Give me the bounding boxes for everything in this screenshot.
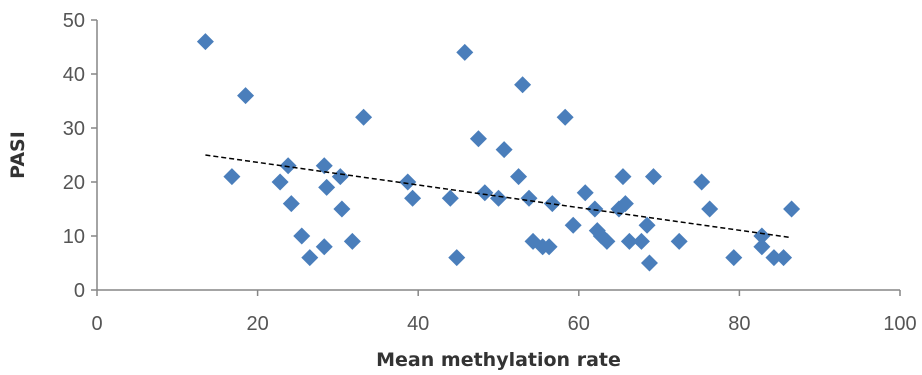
data-point: [614, 168, 632, 186]
data-point: [620, 232, 638, 250]
data-point: [223, 168, 241, 186]
data-point: [638, 216, 656, 234]
data-point: [343, 232, 361, 250]
data-points: [196, 33, 801, 272]
x-tick-label: 100: [883, 313, 916, 335]
y-tick-label: 30: [63, 118, 85, 140]
data-point: [456, 43, 474, 61]
data-point: [331, 168, 349, 186]
data-point: [543, 195, 561, 213]
data-point: [701, 200, 719, 218]
data-point: [616, 195, 634, 213]
data-point: [301, 249, 319, 267]
y-tick-label: 0: [74, 280, 85, 302]
data-point: [196, 33, 214, 51]
data-point: [510, 168, 528, 186]
data-point: [448, 249, 466, 267]
y-tick-label: 50: [63, 10, 85, 32]
data-point: [598, 232, 616, 250]
data-point: [404, 189, 422, 207]
data-point: [640, 254, 658, 272]
data-point: [315, 238, 333, 256]
data-point: [315, 157, 333, 175]
data-point: [632, 232, 650, 250]
data-point: [783, 200, 801, 218]
data-point: [725, 249, 743, 267]
data-point: [495, 141, 513, 159]
data-point: [775, 249, 793, 267]
data-point: [753, 227, 771, 245]
data-point: [279, 157, 297, 175]
y-axis-title: PASI: [7, 131, 29, 179]
data-point: [765, 249, 783, 267]
x-axis-title: Mean methylation rate: [376, 349, 621, 371]
data-point: [520, 189, 538, 207]
data-point: [753, 238, 771, 256]
x-tick-label: 20: [246, 313, 268, 335]
data-point: [586, 200, 604, 218]
data-point: [564, 216, 582, 234]
data-point: [318, 178, 336, 196]
data-point: [476, 184, 494, 202]
y-axis-ticks: 0 10 20 30 40 50: [63, 10, 97, 302]
data-point: [693, 173, 711, 191]
data-point: [441, 189, 459, 207]
data-point: [670, 232, 688, 250]
data-point: [333, 200, 351, 218]
data-point: [540, 238, 558, 256]
data-point: [644, 168, 662, 186]
data-point: [490, 189, 507, 207]
data-point: [514, 76, 532, 94]
x-axis-ticks: 0 20 40 60 80 100: [91, 290, 917, 335]
trendline: [205, 154, 792, 239]
y-tick-label: 20: [63, 172, 85, 194]
data-point: [271, 173, 289, 191]
data-point: [399, 173, 417, 191]
data-point: [556, 108, 574, 126]
data-point: [293, 227, 311, 245]
y-tick-label: 40: [63, 64, 85, 86]
data-point: [282, 195, 300, 213]
data-point: [355, 108, 373, 126]
x-tick-label: 60: [568, 313, 590, 335]
data-point: [469, 130, 487, 148]
data-point: [576, 184, 594, 202]
y-tick-label: 10: [63, 226, 85, 248]
x-tick-label: 40: [407, 313, 429, 335]
x-tick-label: 80: [728, 313, 750, 335]
x-tick-label: 0: [91, 313, 102, 335]
data-point: [237, 87, 255, 105]
